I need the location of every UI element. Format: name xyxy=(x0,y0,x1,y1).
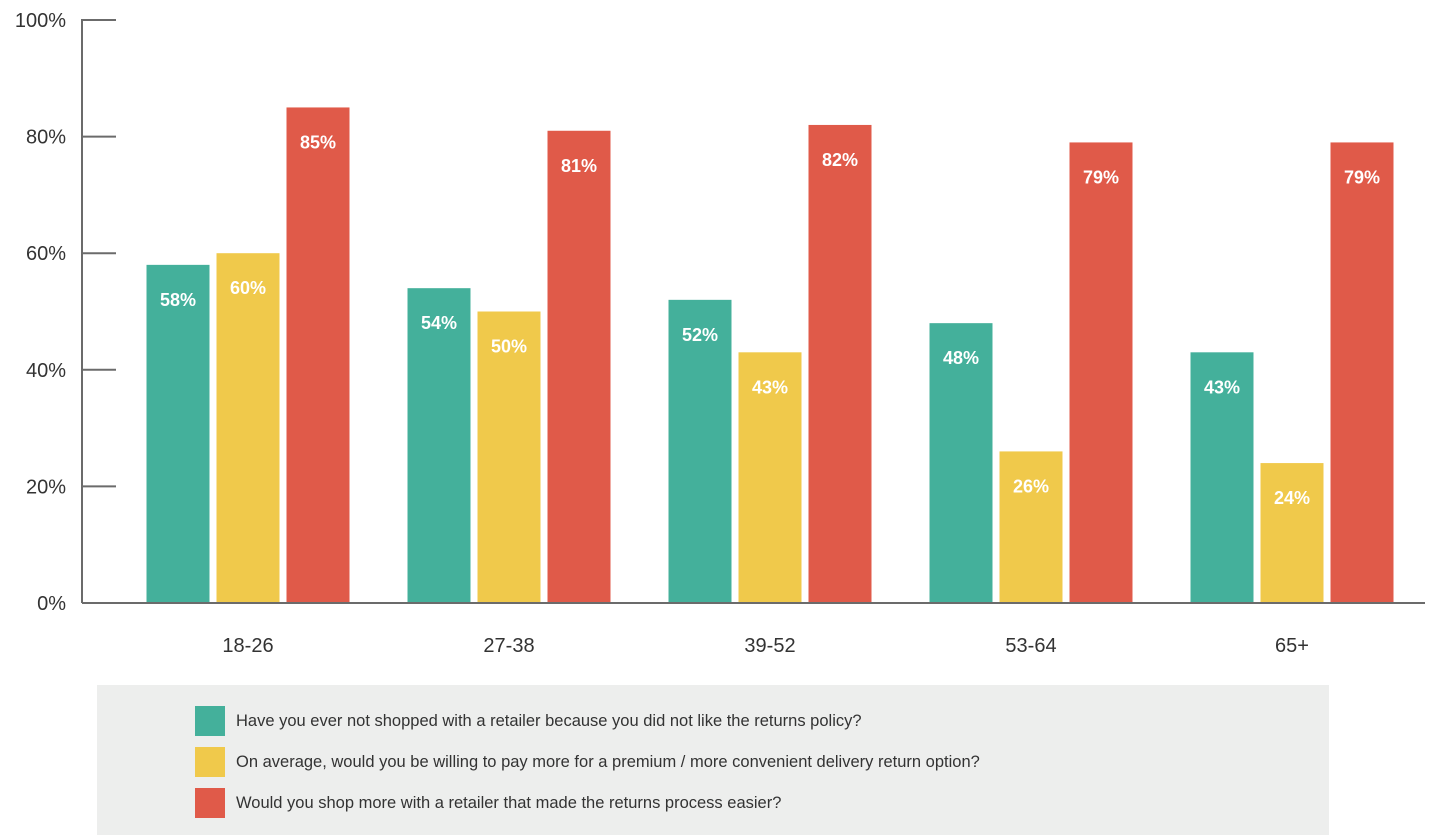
y-ticks: 0% 20% 40% 60% 80% 100% xyxy=(15,10,116,615)
x-tick-label: 53-64 xyxy=(1005,635,1056,657)
bar xyxy=(929,323,993,603)
bar xyxy=(216,253,280,603)
bars-layer xyxy=(146,107,1394,603)
bar xyxy=(738,352,802,603)
bar xyxy=(146,264,210,603)
bar-value-label: 52% xyxy=(682,325,718,345)
bar xyxy=(1330,142,1394,603)
x-tick-label: 65+ xyxy=(1275,635,1309,657)
bar xyxy=(547,130,611,603)
bar-value-label: 50% xyxy=(491,337,527,357)
x-ticks: 18-26 27-38 39-52 53-64 65+ xyxy=(222,635,1309,657)
legend-label-premium-delivery: On average, would you be willing to pay … xyxy=(236,752,980,771)
y-tick-label: 60% xyxy=(26,243,66,265)
data-labels: 58% 54% 52% 48% 43% 60% 50% 43% 26% 24% 85% 81% 82% 7… xyxy=(160,132,1380,508)
legend-swatch-teal xyxy=(195,706,225,736)
bar-value-label: 79% xyxy=(1344,167,1380,187)
bar xyxy=(999,451,1063,603)
bar xyxy=(1190,352,1254,603)
bar-value-label: 60% xyxy=(230,278,266,298)
legend-item-returns-policy: Have you ever not shopped with a retaile… xyxy=(195,706,862,736)
bar-value-label: 82% xyxy=(822,150,858,170)
bar-value-label: 43% xyxy=(1204,377,1240,397)
x-tick-label: 39-52 xyxy=(744,635,795,657)
legend-label-returns-policy: Have you ever not shopped with a retaile… xyxy=(236,711,862,730)
grouped-bar-chart: 0% 20% 40% 60% 80% 100% 18-26 27-38 39-52 53-64 6… xyxy=(15,10,1425,657)
x-tick-label: 18-26 xyxy=(222,635,273,657)
bar-value-label: 24% xyxy=(1274,488,1310,508)
y-tick-label: 20% xyxy=(26,476,66,498)
bar-value-label: 48% xyxy=(943,348,979,368)
legend-swatch-red xyxy=(195,788,225,818)
bar xyxy=(1260,463,1324,603)
bar-value-label: 79% xyxy=(1083,167,1119,187)
bar-value-label: 26% xyxy=(1013,476,1049,496)
bar xyxy=(668,299,732,603)
y-tick-label: 80% xyxy=(26,127,66,149)
bar-value-label: 43% xyxy=(752,377,788,397)
legend-label-easier-returns: Would you shop more with a retailer that… xyxy=(236,793,782,812)
y-tick-label: 0% xyxy=(37,593,66,615)
bar xyxy=(808,124,872,603)
x-tick-label: 27-38 xyxy=(483,635,534,657)
y-tick-label: 100% xyxy=(15,10,66,32)
bar-value-label: 58% xyxy=(160,290,196,310)
legend-item-premium-delivery: On average, would you be willing to pay … xyxy=(195,747,980,777)
bar-value-label: 85% xyxy=(300,132,336,152)
bar xyxy=(1069,142,1133,603)
y-tick-label: 40% xyxy=(26,360,66,382)
bar-value-label: 54% xyxy=(421,313,457,333)
bar-value-label: 81% xyxy=(561,156,597,176)
axes-layer xyxy=(81,19,1425,604)
bar xyxy=(286,107,350,603)
legend xyxy=(97,685,1329,835)
legend-swatch-yellow xyxy=(195,747,225,777)
legend-item-easier-returns: Would you shop more with a retailer that… xyxy=(195,788,781,818)
bar xyxy=(407,288,471,603)
bar xyxy=(477,311,541,603)
